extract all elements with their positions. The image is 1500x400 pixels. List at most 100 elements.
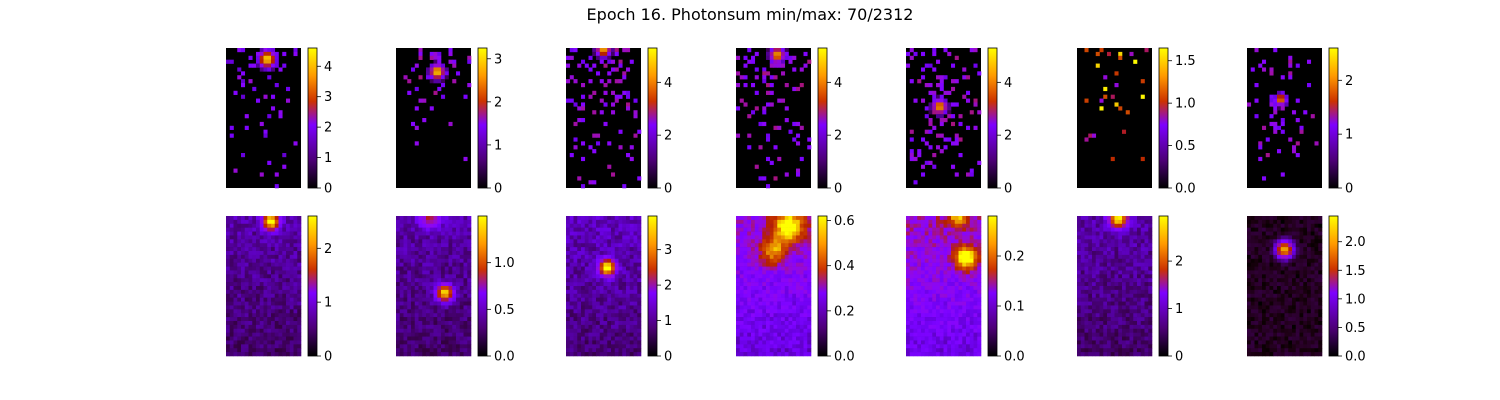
heatmap-cell: [777, 348, 782, 353]
heatmap-cell: [407, 348, 412, 353]
heatmap-cell: [973, 239, 978, 244]
heatmap-cell: [932, 305, 937, 310]
heatmap-cell: [569, 235, 574, 240]
heatmap-cell: [581, 227, 586, 232]
heatmap-cell: [954, 235, 959, 240]
heatmap-cell: [256, 332, 261, 337]
heatmap-cell: [278, 110, 283, 115]
heatmap-cell: [596, 227, 601, 232]
heatmap-cell: [293, 336, 298, 341]
heatmap-cell: [399, 317, 404, 322]
heatmap-cell: [739, 282, 744, 287]
heatmap-cell: [433, 286, 438, 291]
heatmap-cell: [611, 282, 616, 287]
heatmap-cell: [1125, 227, 1130, 232]
heatmap-cell: [271, 270, 276, 275]
heatmap-cell: [629, 145, 634, 150]
heatmap-cell: [241, 344, 246, 349]
heatmap-cell: [459, 251, 464, 256]
heatmap-cell: [444, 340, 449, 345]
heatmap-cell: [792, 328, 797, 333]
heatmap-cell: [1144, 321, 1149, 326]
heatmap-cell: [766, 216, 771, 221]
heatmap-cell: [747, 243, 752, 248]
heatmap-cell: [244, 219, 249, 225]
heatmap-cell: [739, 317, 744, 322]
heatmap-cell: [1129, 328, 1134, 333]
heatmap-cell: [973, 336, 978, 341]
heatmap-cell: [1110, 278, 1115, 283]
heatmap-cell: [622, 75, 627, 80]
heatmap-cell: [958, 251, 963, 256]
heatmap-cell: [241, 231, 246, 236]
heatmap-cell: [229, 219, 234, 225]
heatmap-cell: [418, 340, 423, 345]
heatmap-cell: [781, 227, 786, 232]
heatmap-cell: [1103, 219, 1108, 225]
heatmap-cell: [966, 270, 971, 275]
heatmap-cell: [788, 293, 793, 298]
heatmap-cell: [1144, 305, 1149, 310]
heatmap-cell: [736, 332, 741, 337]
heatmap-cell: [566, 63, 571, 68]
heatmap-cell: [807, 340, 812, 345]
heatmap-cell: [796, 168, 801, 173]
heatmap-cell: [267, 243, 272, 248]
heatmap-cell: [463, 293, 468, 298]
heatmap-cell: [286, 258, 291, 263]
heatmap-cell: [973, 297, 978, 302]
heatmap-cell: [263, 227, 268, 232]
heatmap-cell: [429, 332, 434, 337]
heatmap-cell: [1088, 231, 1093, 236]
heatmap-cell: [422, 235, 427, 240]
heatmap-cell: [796, 235, 801, 240]
heatmap-cell: [603, 344, 608, 349]
heatmap-cell: [751, 340, 756, 345]
heatmap-cell: [1092, 317, 1097, 322]
heatmap-cell: [762, 305, 767, 310]
heatmap-cell: [244, 313, 249, 318]
heatmap-cell: [584, 219, 589, 225]
heatmap-cell: [259, 352, 264, 357]
heatmap-cell: [607, 340, 612, 345]
heatmap-cell: [1107, 266, 1112, 271]
heatmap-cell: [1118, 239, 1123, 244]
heatmap-cell: [233, 235, 238, 240]
heatmap-cell: [762, 289, 767, 295]
heatmap-cell: [1084, 309, 1089, 314]
heatmap-cell: [743, 235, 748, 240]
heatmap-cell: [1262, 59, 1267, 64]
heatmap-cell: [289, 321, 294, 326]
heatmap-cell: [736, 309, 741, 314]
heatmap-cell: [437, 282, 442, 287]
heatmap-cell: [962, 235, 967, 240]
heatmap-cell: [807, 223, 812, 228]
heatmap-cell: [433, 251, 438, 256]
heatmap-cell: [917, 219, 922, 225]
heatmap-cell: [271, 254, 276, 260]
heatmap-cell: [909, 251, 914, 256]
colorbar-frame: [477, 47, 488, 189]
heatmap-cell: [237, 332, 242, 337]
heatmap-cell: [437, 258, 442, 263]
heatmap-cell: [781, 71, 786, 76]
heatmap-cell: [799, 282, 804, 287]
heatmap-cell: [736, 348, 741, 353]
heatmap-panel-1-1: 0.00.51.0: [396, 215, 515, 365]
heatmap-cell: [939, 282, 944, 287]
heatmap-cell: [1280, 129, 1285, 134]
heatmap-cell: [924, 262, 929, 267]
heatmap-cell: [969, 254, 974, 260]
heatmap-cell: [943, 137, 948, 142]
heatmap-cell: [977, 262, 982, 267]
heatmap-cell: [622, 258, 627, 263]
heatmap-cell: [577, 247, 582, 252]
heatmap-cell: [1133, 301, 1138, 306]
heatmap-cell: [921, 254, 926, 260]
heatmap-cell: [607, 309, 612, 314]
heatmap-cell: [229, 328, 234, 333]
colorbar-tick-label: 2: [834, 129, 842, 144]
heatmap-cell: [932, 313, 937, 318]
heatmap-cell: [743, 297, 748, 302]
heatmap-cell: [1129, 243, 1134, 248]
